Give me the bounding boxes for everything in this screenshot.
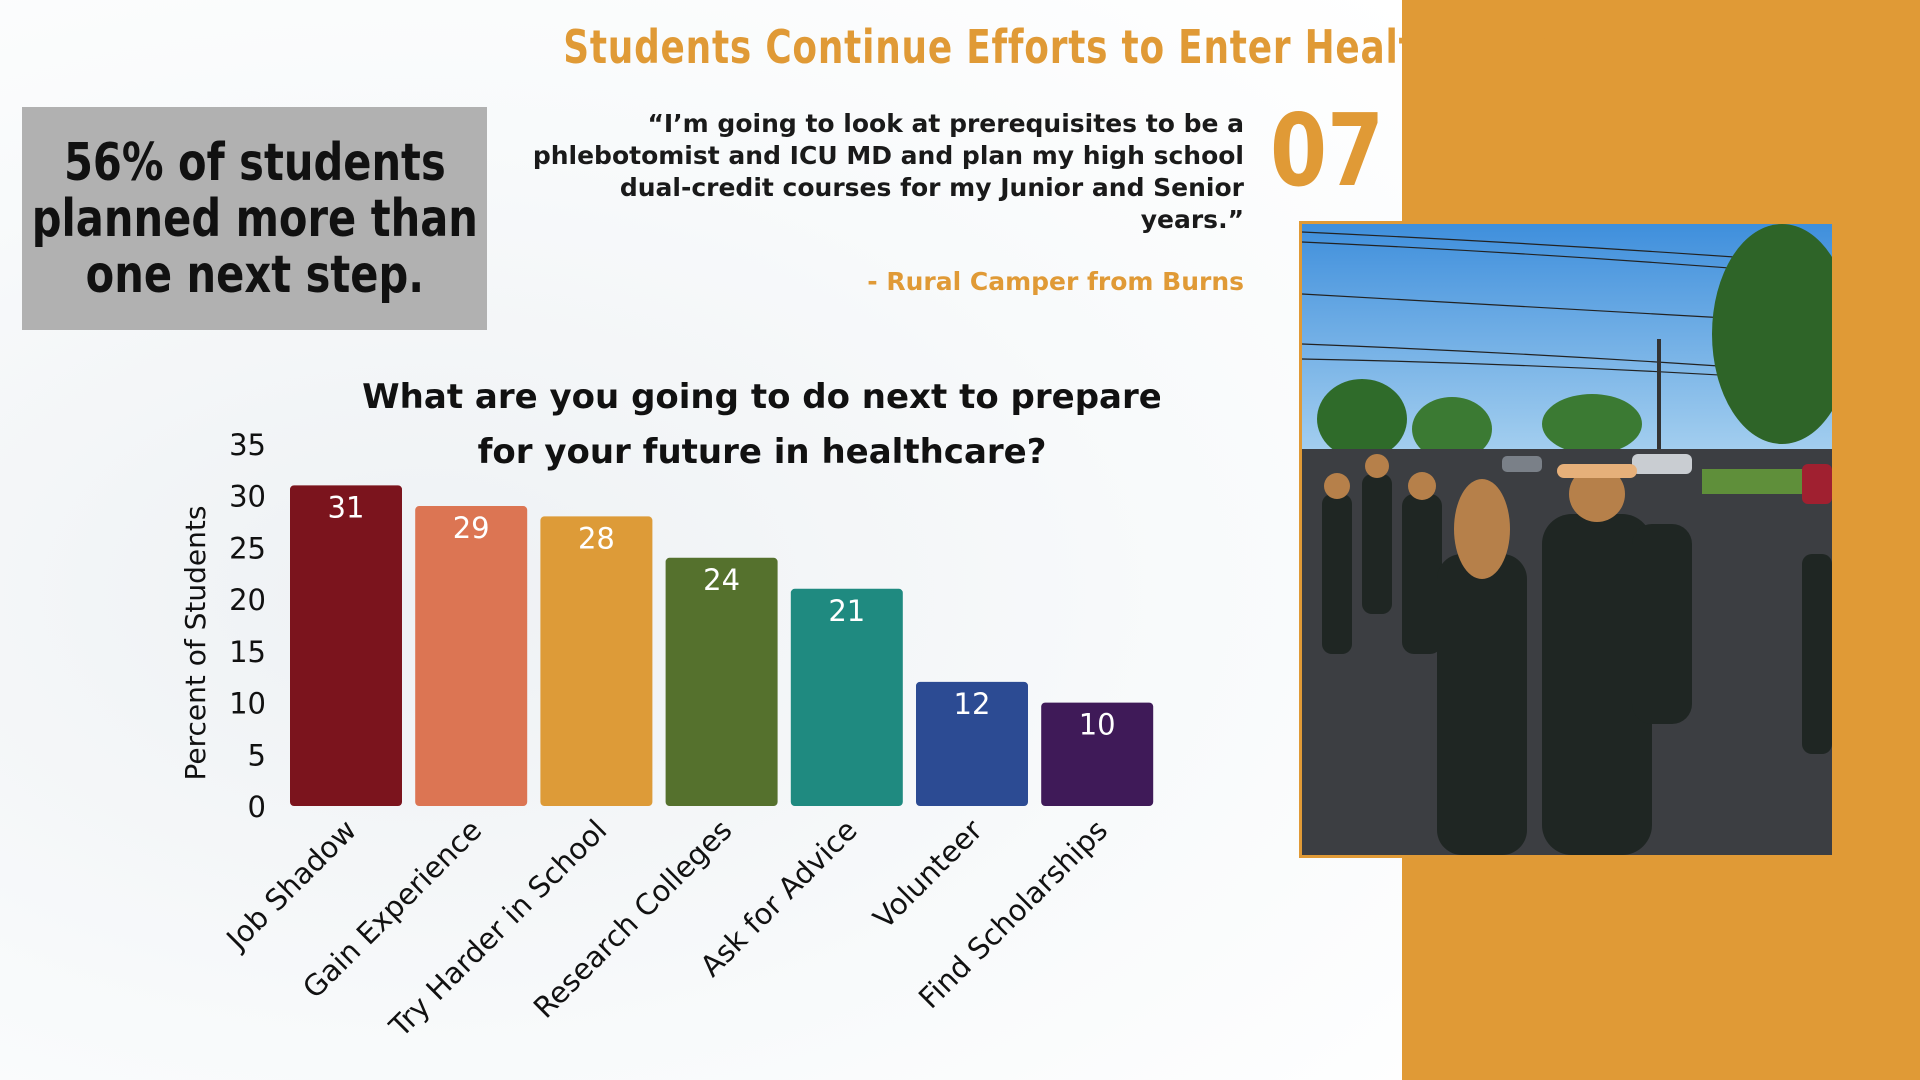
bar [415, 506, 528, 806]
x-tick-label: Volunteer [867, 813, 989, 935]
quote-line: dual-credit courses for my Junior and Se… [619, 173, 1244, 202]
y-tick-label: 10 [229, 687, 266, 721]
bar-value-label: 28 [578, 521, 615, 555]
stat-highlight-box: 56% of students planned more than one ne… [22, 107, 487, 330]
chart-title-line: for your future in healthcare? [478, 432, 1047, 472]
students-on-street-photo-icon [1302, 224, 1832, 855]
y-tick-label: 15 [229, 635, 266, 669]
students-photo [1299, 221, 1835, 858]
quote-line: years.” [1140, 205, 1244, 234]
y-tick-label: 30 [229, 480, 266, 514]
bars [290, 485, 1154, 806]
bar-value-label: 24 [703, 563, 740, 597]
bar-value-label: 29 [453, 511, 490, 545]
bar [665, 557, 778, 806]
bar [916, 681, 1028, 806]
y-tick-label: 35 [229, 428, 266, 462]
bar [290, 485, 402, 806]
page-number: 07 [1270, 92, 1385, 209]
stat-line: one next step. [85, 244, 424, 305]
bar-chart: What are you going to do next to prepare… [179, 377, 1160, 1044]
y-tick-label: 25 [229, 531, 266, 565]
y-tick-label: 20 [229, 583, 266, 617]
quote-line: phlebotomist and ICU MD and plan my high… [532, 141, 1244, 170]
quote-line: “I’m going to look at prerequisites to b… [647, 109, 1244, 138]
testimonial-quote: “I’m going to look at prerequisites to b… [470, 108, 1244, 236]
bar-value-label: 21 [828, 594, 865, 628]
y-axis-label: Percent of Students [179, 506, 212, 781]
quote-attribution: - Rural Camper from Burns [867, 267, 1244, 296]
bar-value-label: 10 [1079, 708, 1116, 742]
chart-title-line: What are you going to do next to prepare [362, 377, 1160, 417]
stat-line: planned more than [31, 188, 478, 249]
y-axis-ticks: 0 5 10 15 20 25 30 35 [229, 428, 266, 824]
y-tick-label: 0 [248, 790, 266, 824]
x-tick-label: Try Harder in School [382, 813, 613, 1044]
page-title: Students Continue Efforts to Enter Healt… [563, 20, 1618, 74]
y-tick-label: 5 [248, 738, 266, 772]
bar [1041, 702, 1154, 806]
stat-highlight-text: 56% of students planned more than one ne… [31, 135, 477, 303]
stat-line: 56% of students [63, 132, 446, 193]
chart-title: What are you going to do next to prepare… [362, 377, 1160, 472]
bar [540, 516, 653, 806]
bar [790, 588, 903, 806]
bar-data-labels: 31 29 28 24 21 12 10 [328, 490, 1116, 741]
bar-value-label: 12 [954, 687, 991, 721]
bar-value-label: 31 [328, 490, 365, 524]
